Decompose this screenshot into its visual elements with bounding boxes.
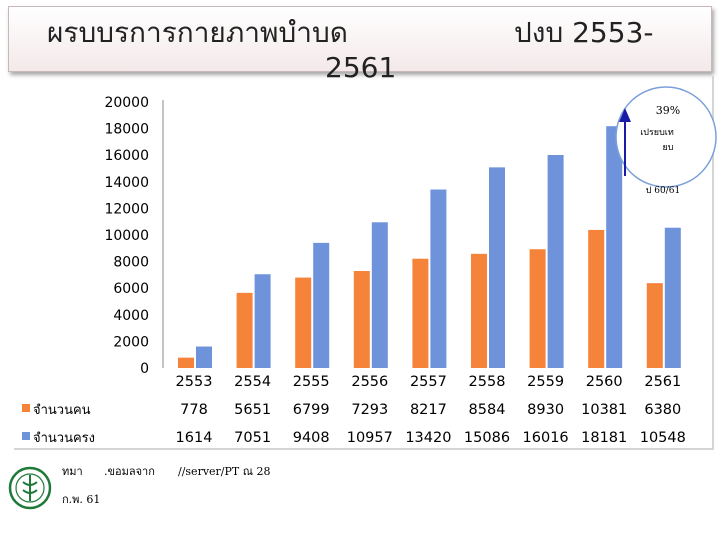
y-axis: 2000018000160001400012000100008000600040… xyxy=(104,95,149,377)
y-tick-label: 16000 xyxy=(104,148,149,164)
table-cell: 9408 xyxy=(293,430,330,446)
table-cell: 7293 xyxy=(351,402,388,418)
bar-visits-2558 xyxy=(489,167,505,368)
bar-visits-2553 xyxy=(196,346,212,368)
table-cell: 8217 xyxy=(410,402,447,418)
chart-frame xyxy=(14,76,714,450)
bar-persons-2554 xyxy=(236,292,253,368)
y-tick-label: 2000 xyxy=(113,334,149,350)
title-banner: ผรบบรการกายภาพบำบด 2561 ปงบ 2553- xyxy=(8,6,712,84)
bar-visits-2554 xyxy=(254,274,271,368)
footer-source-label: ทมา xyxy=(62,465,83,478)
chart-title-year-range: ปงบ 2553- xyxy=(514,16,654,49)
y-tick-label: 12000 xyxy=(104,201,149,217)
table-category-2561: 2561 xyxy=(644,374,681,390)
table-cell: 5651 xyxy=(234,402,271,418)
bar-visits-2555 xyxy=(313,242,330,368)
table-category-2555: 2555 xyxy=(293,374,330,390)
table-cell: 7051 xyxy=(234,430,271,446)
bar-persons-2557 xyxy=(412,258,429,368)
table-cell: 15086 xyxy=(464,430,510,446)
legend-swatch-persons xyxy=(22,404,30,412)
bar-visits-2557 xyxy=(430,189,447,368)
bar-persons-2556 xyxy=(353,271,370,368)
table-cell: 778 xyxy=(180,402,208,418)
annotation-line2: ยบ xyxy=(663,143,674,153)
annotation-percent: 39% xyxy=(656,104,680,117)
table-category-2553: 2553 xyxy=(176,374,213,390)
chart-title-line2: 2561 xyxy=(325,51,397,84)
table-cell: 6799 xyxy=(293,402,330,418)
table-category-2554: 2554 xyxy=(234,374,271,390)
bar-persons-2560 xyxy=(588,229,605,368)
table-category-2557: 2557 xyxy=(410,374,447,390)
legend-label-visits: จำนวนครง xyxy=(33,431,95,446)
y-tick-label: 18000 xyxy=(104,122,149,138)
y-tick-label: 14000 xyxy=(104,175,149,191)
table-cell: 13420 xyxy=(405,430,451,446)
bar-persons-2553 xyxy=(178,357,194,368)
table-cell: 10381 xyxy=(581,402,627,418)
chart-title: ผรบบรการกายภาพบำบด 2561 xyxy=(47,11,396,84)
table-category-2558: 2558 xyxy=(469,374,506,390)
data-table: 2553 2554 2555 2556 2557 2558 2559 2560 2561 จำนว… xyxy=(22,374,686,446)
bar-visits-2561 xyxy=(664,227,681,368)
bar-visits-2556 xyxy=(371,222,388,368)
ministry-logo-icon xyxy=(8,466,52,510)
table-cell: 10548 xyxy=(640,430,686,446)
bars xyxy=(178,126,681,368)
footer-source-text: .ขอมลจาก xyxy=(104,465,155,478)
up-arrow-head-icon xyxy=(619,108,631,122)
legend-label-persons: จำนวนคน xyxy=(33,403,91,418)
y-tick-label: 6000 xyxy=(113,281,149,297)
table-cell: 10957 xyxy=(347,430,393,446)
y-tick-label: 8000 xyxy=(113,255,149,271)
annotation-circle xyxy=(615,86,717,188)
bar-persons-2561 xyxy=(646,283,663,368)
table-cell: 6380 xyxy=(644,402,681,418)
bar-visits-2560 xyxy=(606,126,623,368)
table-cell: 16016 xyxy=(523,430,569,446)
bar-persons-2555 xyxy=(295,277,312,368)
bar-visits-2559 xyxy=(547,154,564,368)
bar-persons-2558 xyxy=(471,253,487,368)
growth-annotation: 39% เปรยบเท ยบ ป 60/61 xyxy=(615,86,717,196)
table-category-2556: 2556 xyxy=(351,374,388,390)
y-tick-label: 20000 xyxy=(104,95,149,111)
table-cell: 1614 xyxy=(176,430,213,446)
annotation-line1: เปรยบเท xyxy=(640,128,674,138)
footer-url: //server/PT ณ 28 xyxy=(178,465,271,478)
table-cell: 8930 xyxy=(527,402,564,418)
table-category-2559: 2559 xyxy=(527,374,564,390)
y-tick-label: 10000 xyxy=(104,228,149,244)
footer-date: ก.พ. 61 xyxy=(62,493,101,506)
legend-swatch-visits xyxy=(22,432,30,440)
bar-persons-2559 xyxy=(529,249,546,368)
table-cell: 18181 xyxy=(581,430,627,446)
table-cell: 8584 xyxy=(469,402,506,418)
table-category-2560: 2560 xyxy=(586,374,623,390)
y-tick-label: 4000 xyxy=(113,308,149,324)
y-tick-label: 0 xyxy=(140,361,149,377)
chart-title-line1: ผรบบรการกายภาพบำบด xyxy=(47,16,348,49)
annotation-line3: ป 60/61 xyxy=(646,186,681,196)
